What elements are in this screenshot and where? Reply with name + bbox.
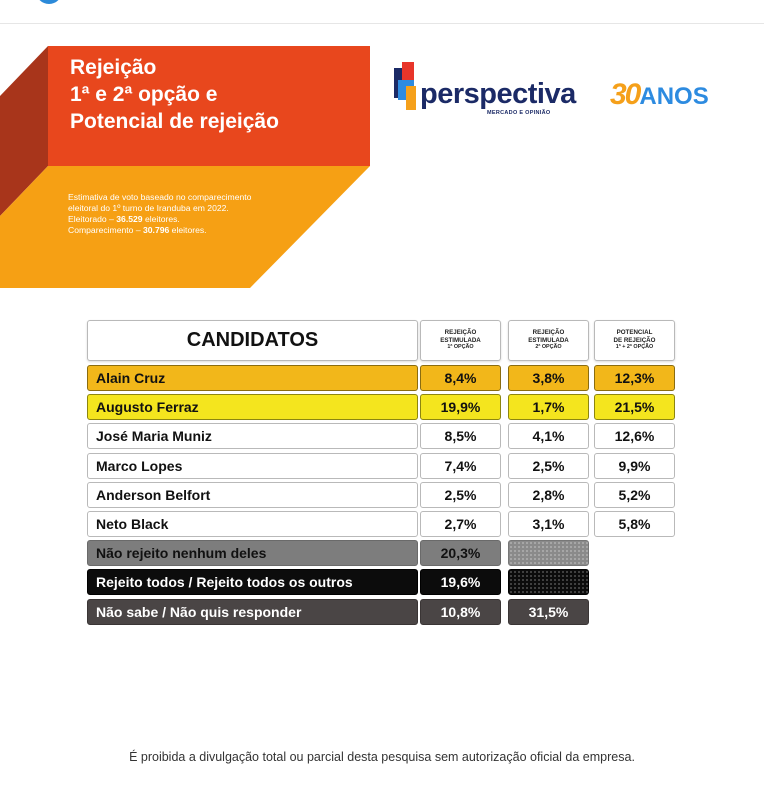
- table-cell-second: 3,8%: [508, 365, 589, 391]
- info-line-4: Comparecimento – 30.796 eleitores.: [68, 225, 207, 235]
- table-cell-first: 7,4%: [420, 453, 501, 479]
- table-cell-first: 19,9%: [420, 394, 501, 420]
- table-row-name: Augusto Ferraz: [87, 394, 418, 420]
- table-cell-potential: 5,8%: [594, 511, 675, 537]
- brand-name: perspectiva: [420, 78, 576, 110]
- table-cell-second: 2,8%: [508, 482, 589, 508]
- table-cell-first: 8,4%: [420, 365, 501, 391]
- header-candidates: CANDIDATOS: [87, 320, 418, 361]
- table-cell-potential: 9,9%: [594, 453, 675, 479]
- table-cell-potential: 21,5%: [594, 394, 675, 420]
- table-cell-first: 2,7%: [420, 511, 501, 537]
- table-cell-first: 19,6%: [420, 569, 501, 595]
- table-cell-second: 2,5%: [508, 453, 589, 479]
- table-cell-first: 2,5%: [420, 482, 501, 508]
- header-potential: POTENCIAL DE REJEIÇÃO 1ª + 2ª OPÇÃO: [594, 320, 675, 361]
- title-banner-graphic: [0, 46, 370, 288]
- table-row-name: José Maria Muniz: [87, 423, 418, 449]
- table-cell-potential: 12,3%: [594, 365, 675, 391]
- electorate-value: 36.529: [116, 214, 143, 224]
- info-line-3: Eleitorado – 36.529 eleitores.: [68, 214, 180, 224]
- table-cell-first: 10,8%: [420, 599, 501, 625]
- brand-tagline: MERCADO E OPINIÃO: [487, 110, 551, 116]
- banner-title-panel: [48, 46, 370, 166]
- table-row-name: Marco Lopes: [87, 453, 418, 479]
- footer-disclaimer: É proibida a divulgação total ou parcial…: [129, 750, 635, 764]
- table-cell-first: 8,5%: [420, 423, 501, 449]
- app-logo-icon: [36, 0, 62, 4]
- perspectiva-logo-icon: [394, 62, 416, 110]
- table-row-name: Rejeito todos / Rejeito todos os outros: [87, 569, 418, 595]
- info-line-2: eleitoral do 1º turno de Iranduba em 202…: [68, 203, 229, 213]
- info-line-1: Estimativa de voto baseado no comparecim…: [68, 192, 252, 202]
- table-cell-second: 4,1%: [508, 423, 589, 449]
- banner-info-panel: [0, 166, 370, 288]
- table-cell-second: [508, 569, 589, 595]
- table-row-name: Alain Cruz: [87, 365, 418, 391]
- anniversary-number: 30: [610, 78, 641, 111]
- table-cell-first: 20,3%: [420, 540, 501, 566]
- table-row-name: Anderson Belfort: [87, 482, 418, 508]
- title-line-2: 1ª e 2ª opção e: [70, 83, 218, 106]
- anniversary-badge: 30ANOS: [610, 78, 709, 112]
- table-row-name: Não sabe / Não quis responder: [87, 599, 418, 625]
- table-cell-second: 1,7%: [508, 394, 589, 420]
- turnout-value: 30.796: [143, 225, 170, 235]
- table-cell-second: 31,5%: [508, 599, 589, 625]
- table-cell-second: [508, 540, 589, 566]
- methodology-note: Estimativa de voto baseado no comparecim…: [68, 192, 318, 236]
- table-row-name: Neto Black: [87, 511, 418, 537]
- table-cell-second: 3,1%: [508, 511, 589, 537]
- header-first-option: REJEIÇÃO ESTIMULADA 1ª OPÇÃO: [420, 320, 501, 361]
- top-bar: [0, 0, 764, 24]
- table-cell-potential: 12,6%: [594, 423, 675, 449]
- title-line-1: Rejeição: [70, 56, 157, 79]
- table-cell-potential: 5,2%: [594, 482, 675, 508]
- title-line-3: Potencial de rejeição: [70, 110, 279, 133]
- banner-side-shadow: [0, 46, 48, 216]
- poll-title: Rejeição 1ª e 2ª opção e Potencial de re…: [70, 54, 370, 135]
- header-second-option: REJEIÇÃO ESTIMULADA 2ª OPÇÃO: [508, 320, 589, 361]
- table-row-name: Não rejeito nenhum deles: [87, 540, 418, 566]
- anniversary-word: ANOS: [639, 83, 709, 110]
